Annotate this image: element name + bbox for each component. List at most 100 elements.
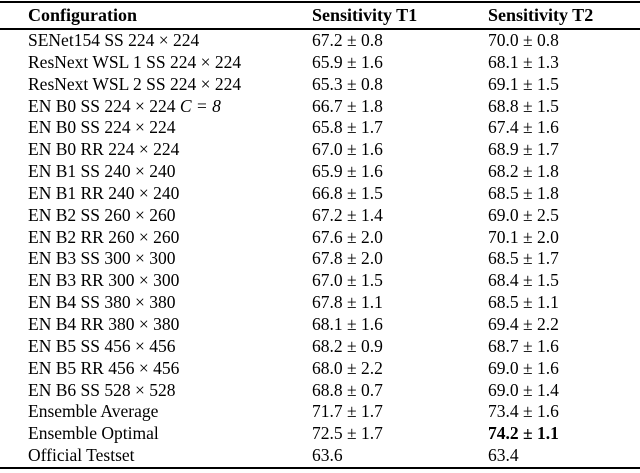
configuration-cell: Ensemble Optimal <box>0 423 312 445</box>
configuration-cell: Official Testset <box>0 445 312 468</box>
configuration-label: ResNext WSL 2 SS 224 × 224 <box>28 73 242 94</box>
sensitivity-t1-value: 71.7 ± 1.7 <box>312 401 383 422</box>
sensitivity-t1-value: 63.6 <box>312 445 343 466</box>
sensitivity-t2-value: 67.4 ± 1.6 <box>488 117 559 138</box>
configuration-label: Ensemble Optimal <box>28 423 159 444</box>
configuration-cell: EN B0 RR 224 × 224 <box>0 139 312 161</box>
table-row: EN B2 SS 260 × 260 67.2 ± 1.4 69.0 ± 2.5 <box>0 205 640 227</box>
configuration-cell: EN B5 SS 456 × 456 <box>0 336 312 358</box>
configuration-label: EN B4 RR 380 × 380 <box>28 313 180 334</box>
table-row: Official Testset 63.6 63.4 <box>0 445 640 468</box>
table-row: Ensemble Average 71.7 ± 1.7 73.4 ± 1.6 <box>0 401 640 423</box>
table-row: Ensemble Optimal 72.5 ± 1.7 74.2 ± 1.1 <box>0 423 640 445</box>
configuration-label: SENet154 SS 224 × 224 <box>28 30 200 50</box>
table-row: ResNext WSL 1 SS 224 × 224 65.9 ± 1.6 68.1… <box>0 52 640 74</box>
sensitivity-t2-value: 68.5 ± 1.8 <box>488 182 559 203</box>
configuration-cell: ResNext WSL 1 SS 224 × 224 <box>0 52 312 74</box>
sensitivity-t1-value: 67.0 ± 1.6 <box>312 139 383 160</box>
sensitivity-t2-value: 74.2 ± 1.1 <box>488 423 559 444</box>
table-row: EN B0 RR 224 × 224 67.0 ± 1.6 68.9 ± 1.7 <box>0 139 640 161</box>
configuration-cell: EN B0 SS 224 × 224 C = 8 <box>0 96 312 118</box>
configuration-cell: EN B2 RR 260 × 260 <box>0 227 312 249</box>
sensitivity-t2-value: 68.2 ± 1.8 <box>488 161 559 182</box>
table-row: EN B5 SS 456 × 456 68.2 ± 0.9 68.7 ± 1.6 <box>0 336 640 358</box>
table-row: EN B5 RR 456 × 456 68.0 ± 2.2 69.0 ± 1.6 <box>0 358 640 380</box>
configuration-label: EN B0 RR 224 × 224 <box>28 139 180 160</box>
sensitivity-t2-value: 69.4 ± 2.2 <box>488 313 559 334</box>
header-sensitivity-t1: Sensitivity T1 <box>312 5 418 25</box>
sensitivity-t2-value: 68.1 ± 1.3 <box>488 51 559 72</box>
configuration-label: Official Testset <box>28 445 135 466</box>
configuration-cell: EN B6 SS 528 × 528 <box>0 380 312 402</box>
configuration-label: EN B4 SS 380 × 380 <box>28 292 176 313</box>
configuration-cell: EN B1 RR 240 × 240 <box>0 183 312 205</box>
configuration-cell: EN B1 SS 240 × 240 <box>0 161 312 183</box>
table-row: EN B2 RR 260 × 260 67.6 ± 2.0 70.1 ± 2.0 <box>0 227 640 249</box>
sensitivity-t1-value: 65.9 ± 1.6 <box>312 51 383 72</box>
sensitivity-t1-value: 68.1 ± 1.6 <box>312 313 383 334</box>
configuration-cell: SENet154 SS 224 × 224 <box>0 29 312 52</box>
configuration-label: EN B1 RR 240 × 240 <box>28 182 180 203</box>
table-row: EN B4 SS 380 × 380 67.8 ± 1.1 68.5 ± 1.1 <box>0 292 640 314</box>
header-configuration: Configuration <box>28 5 138 25</box>
sensitivity-t1-value: 66.7 ± 1.8 <box>312 95 383 116</box>
table-row: EN B4 RR 380 × 380 68.1 ± 1.6 69.4 ± 2.2 <box>0 314 640 336</box>
configuration-cell: ResNext WSL 2 SS 224 × 224 <box>0 74 312 96</box>
sensitivity-t1-value: 68.2 ± 0.9 <box>312 335 383 356</box>
sensitivity-t1-value: 68.0 ± 2.2 <box>312 357 383 378</box>
sensitivity-t2-value: 68.5 ± 1.1 <box>488 292 559 313</box>
configuration-cell: Ensemble Average <box>0 401 312 423</box>
sensitivity-t1-value: 72.5 ± 1.7 <box>312 423 383 444</box>
sensitivity-t2-value: 69.1 ± 1.5 <box>488 73 559 94</box>
sensitivity-t1-value: 67.2 ± 1.4 <box>312 204 383 225</box>
sensitivity-t2-value: 68.7 ± 1.6 <box>488 335 559 356</box>
configuration-label: EN B3 SS 300 × 300 <box>28 248 176 269</box>
table-row: ResNext WSL 2 SS 224 × 224 65.3 ± 0.8 69.1… <box>0 74 640 96</box>
sensitivity-t2-value: 63.4 <box>488 445 519 466</box>
configuration-label: EN B6 SS 528 × 528 <box>28 379 176 400</box>
table-body: SENet154 SS 224 × 224 67.2 ± 0.8 70.0 ± 0.… <box>0 29 640 468</box>
configuration-label: EN B0 SS 224 × 224 <box>28 117 176 138</box>
math-expression: C = 8 <box>179 95 221 116</box>
sensitivity-t1-value: 65.3 ± 0.8 <box>312 73 383 94</box>
sensitivity-t2-value: 69.0 ± 1.6 <box>488 357 559 378</box>
sensitivity-t1-value: 65.9 ± 1.6 <box>312 161 383 182</box>
configuration-label: EN B2 SS 260 × 260 <box>28 204 176 225</box>
configuration-cell: EN B3 RR 300 × 300 <box>0 270 312 292</box>
configuration-label: EN B3 RR 300 × 300 <box>28 270 180 291</box>
sensitivity-t1-value: 67.8 ± 1.1 <box>312 292 383 313</box>
sensitivity-t2-value: 69.0 ± 2.5 <box>488 204 559 225</box>
sensitivity-t2-value: 68.8 ± 1.5 <box>488 95 559 116</box>
configuration-label: EN B5 SS 456 × 456 <box>28 335 176 356</box>
sensitivity-t2-value: 70.0 ± 0.8 <box>488 30 559 50</box>
table-row: EN B1 SS 240 × 240 65.9 ± 1.6 68.2 ± 1.8 <box>0 161 640 183</box>
table-row: SENet154 SS 224 × 224 67.2 ± 0.8 70.0 ± 0.… <box>0 29 640 52</box>
sensitivity-t1-value: 68.8 ± 0.7 <box>312 379 383 400</box>
sensitivity-t1-value: 67.6 ± 2.0 <box>312 226 383 247</box>
configuration-cell: EN B5 RR 456 × 456 <box>0 358 312 380</box>
sensitivity-t1-value: 65.8 ± 1.7 <box>312 117 383 138</box>
configuration-cell: EN B0 SS 224 × 224 <box>0 117 312 139</box>
table-row: EN B3 SS 300 × 300 67.8 ± 2.0 68.5 ± 1.7 <box>0 248 640 270</box>
sensitivity-t2-value: 68.9 ± 1.7 <box>488 139 559 160</box>
sensitivity-t1-value: 67.0 ± 1.5 <box>312 270 383 291</box>
sensitivity-t1-value: 66.8 ± 1.5 <box>312 182 383 203</box>
sensitivity-t2-value: 68.4 ± 1.5 <box>488 270 559 291</box>
table-row: EN B0 SS 224 × 224 65.8 ± 1.7 67.4 ± 1.6 <box>0 117 640 139</box>
sensitivity-t1-value: 67.8 ± 2.0 <box>312 248 383 269</box>
configuration-cell: EN B3 SS 300 × 300 <box>0 248 312 270</box>
sensitivity-t2-value: 73.4 ± 1.6 <box>488 401 559 422</box>
configuration-label: EN B0 SS 224 × 224 <box>28 95 176 116</box>
configuration-label: ResNext WSL 1 SS 224 × 224 <box>28 51 242 72</box>
table-row: EN B1 RR 240 × 240 66.8 ± 1.5 68.5 ± 1.8 <box>0 183 640 205</box>
table-row: EN B6 SS 528 × 528 68.8 ± 0.7 69.0 ± 1.4 <box>0 380 640 402</box>
header-sensitivity-t2: Sensitivity T2 <box>488 5 594 25</box>
header-row: Configuration Sensitivity T1 Sensitivity… <box>0 2 640 29</box>
table-row: EN B0 SS 224 × 224 C = 8 66.7 ± 1.8 68.8 ±… <box>0 96 640 118</box>
configuration-label: EN B2 RR 260 × 260 <box>28 226 180 247</box>
configuration-cell: EN B4 RR 380 × 380 <box>0 314 312 336</box>
table-row: EN B3 RR 300 × 300 67.0 ± 1.5 68.4 ± 1.5 <box>0 270 640 292</box>
sensitivity-t2-value: 70.1 ± 2.0 <box>488 226 559 247</box>
sensitivity-t2-value: 69.0 ± 1.4 <box>488 379 559 400</box>
